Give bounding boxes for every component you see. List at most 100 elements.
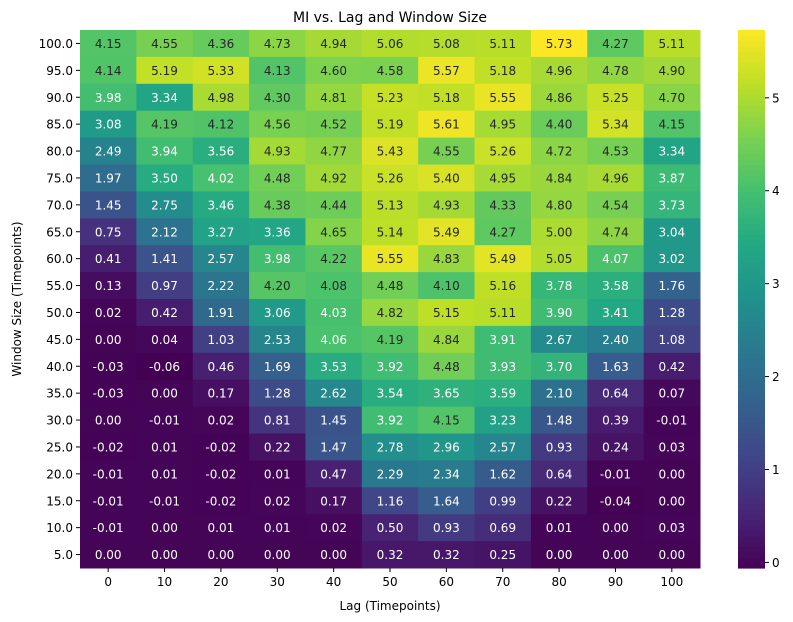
- cell-label: 0.39: [602, 414, 629, 428]
- heatmap-cell: [587, 191, 645, 219]
- cell-label: 5.49: [489, 252, 516, 266]
- cell-label: 5.26: [489, 145, 516, 159]
- cell-label: 3.23: [489, 414, 516, 428]
- x-axis-label: Lag (Timepoints): [339, 599, 440, 613]
- x-tick-label: 70: [495, 575, 510, 589]
- heatmap-cell: [474, 191, 532, 219]
- cell-label: 4.83: [433, 252, 460, 266]
- colorbar-segment: [738, 132, 765, 139]
- heatmap-cell: [530, 325, 588, 354]
- y-tick-label: 60.0: [46, 252, 73, 266]
- heatmap-cell: [530, 299, 588, 327]
- heatmap-cell: [249, 191, 306, 219]
- cell-label: 0.00: [208, 548, 235, 562]
- heatmap-cell: [530, 433, 588, 461]
- colorbar-segment: [738, 223, 765, 230]
- heatmap-cell: [474, 433, 532, 461]
- cell-label: 4.13: [264, 64, 291, 78]
- cell-label: 3.98: [95, 91, 122, 105]
- cell-label: -0.01: [93, 521, 124, 535]
- colorbar-segment: [738, 164, 765, 171]
- colorbar-segment: [738, 186, 765, 192]
- heatmap-cell: [587, 164, 645, 192]
- colorbar-segment: [738, 99, 765, 106]
- heatmap-cell: [587, 325, 645, 354]
- colorbar-segment: [738, 229, 765, 236]
- colorbar-segment: [738, 207, 765, 214]
- cell-label: 4.58: [377, 64, 404, 78]
- heatmap-cell: [474, 325, 532, 354]
- cell-label: 4.84: [546, 171, 573, 185]
- heatmap-cell: [80, 56, 137, 85]
- colorbar-tick-label: 3: [772, 277, 780, 291]
- y-axis: 100.0 95.0 90.0 85.0 80.0 75.0 70.0 65.0 60.0 55.…: [39, 37, 80, 562]
- cell-label: 4.55: [151, 37, 178, 51]
- cell-label: -0.02: [93, 440, 124, 454]
- heatmap-cell: [643, 433, 701, 461]
- cell-label: 4.15: [433, 414, 460, 428]
- heatmap-cell: [305, 83, 363, 112]
- cell-label: 4.70: [658, 91, 685, 105]
- cell-label: 5.11: [658, 37, 685, 51]
- cell-label: 0.00: [602, 548, 629, 562]
- heatmap-cell: [305, 30, 363, 58]
- heatmap-cell: [305, 487, 363, 515]
- heatmap-cells: 4.15 4.55 4.36 4.73 4.94 5.06 5.08 5.11 5.73 4.27…: [80, 30, 701, 569]
- heatmap-cell: [80, 272, 137, 300]
- heatmap-cell: [361, 433, 419, 461]
- heatmap-cell: [587, 433, 645, 461]
- y-tick-label: 50.0: [46, 306, 73, 320]
- cell-label: -0.03: [93, 387, 124, 401]
- cell-label: 0.22: [264, 440, 291, 454]
- heatmap-cell: [192, 487, 250, 515]
- cell-label: 3.46: [208, 198, 235, 212]
- colorbar-segment: [738, 368, 765, 375]
- colorbar-segment: [738, 492, 765, 499]
- heatmap-cell: [192, 218, 250, 246]
- cell-label: 0.32: [377, 548, 404, 562]
- heatmap-cell: [192, 352, 250, 381]
- x-tick-label: 40: [326, 575, 341, 589]
- cell-label: 5.55: [377, 252, 404, 266]
- cell-label: 0.22: [546, 494, 573, 508]
- y-tick-label: 10.0: [46, 521, 73, 535]
- cell-label: 3.70: [546, 360, 573, 374]
- heatmap-cell: [474, 30, 532, 58]
- heatmap-cell: [361, 487, 419, 515]
- heatmap-cell: [249, 433, 306, 461]
- cell-label: 0.00: [151, 521, 178, 535]
- colorbar-segment: [738, 261, 765, 268]
- cell-label: 0.01: [264, 521, 291, 535]
- colorbar-segment: [738, 374, 765, 381]
- heatmap-cell: [643, 541, 701, 569]
- heatmap-cell: [530, 137, 588, 165]
- cell-label: 1.03: [208, 333, 235, 347]
- cell-label: 0.00: [602, 521, 629, 535]
- heatmap-cell: [305, 379, 363, 408]
- heatmap-cell: [418, 541, 476, 569]
- cell-label: 4.90: [658, 64, 685, 78]
- cell-label: 5.34: [602, 118, 629, 132]
- colorbar-segment: [738, 234, 765, 241]
- cell-label: 0.75: [95, 225, 122, 239]
- cell-label: 1.28: [264, 387, 291, 401]
- cell-label: 4.27: [489, 225, 516, 239]
- colorbar-segment: [738, 320, 765, 327]
- heatmap-cell: [587, 137, 645, 165]
- y-tick-label: 90.0: [46, 91, 73, 105]
- colorbar-segment: [738, 62, 765, 69]
- cell-label: 1.48: [546, 414, 573, 428]
- cell-label: 3.04: [658, 225, 685, 239]
- heatmap-cell: [136, 164, 194, 192]
- cell-label: 0.00: [95, 414, 122, 428]
- heatmap-cell: [361, 191, 419, 219]
- heatmap-cell: [80, 379, 137, 408]
- cell-label: 4.03: [320, 306, 347, 320]
- heatmap-cell: [643, 56, 701, 85]
- colorbar-segment: [738, 304, 765, 311]
- cell-label: 4.08: [320, 279, 347, 293]
- colorbar-segment: [738, 288, 765, 295]
- colorbar: 0 1 2 3 4 5: [738, 30, 780, 570]
- y-tick-label: 15.0: [46, 494, 73, 508]
- colorbar-segment: [738, 331, 765, 338]
